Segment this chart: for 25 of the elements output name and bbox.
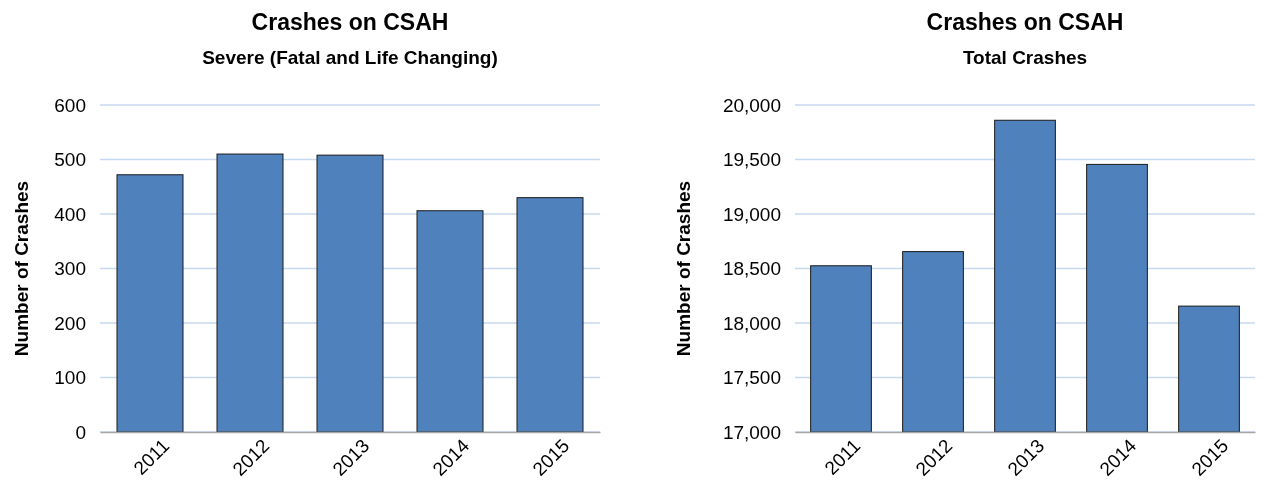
chart-title: Crashes on CSAH: [926, 9, 1124, 35]
y-tick-label: 20,000: [722, 94, 781, 116]
y-tick-label: 100: [54, 367, 86, 389]
y-axis-title: Number of Crashes: [11, 180, 32, 357]
chart-subtitle: Severe (Fatal and Life Changing): [202, 47, 498, 68]
bar: [216, 153, 284, 433]
bar: [416, 210, 484, 433]
y-tick-label: 18,000: [722, 312, 781, 334]
y-tick-label: 17,000: [722, 421, 781, 443]
y-tick-label: 19,500: [722, 149, 781, 171]
y-tick-label: 19,000: [722, 203, 781, 225]
chart-title: Crashes on CSAH: [251, 9, 449, 35]
y-tick-label: 400: [54, 203, 86, 225]
y-tick-label: 18,500: [722, 258, 781, 280]
y-tick-label: 600: [54, 94, 86, 116]
bar: [516, 197, 584, 433]
y-tick-label: 500: [54, 149, 86, 171]
y-tick-label: 0: [75, 421, 86, 443]
y-tick-label: 200: [54, 312, 86, 334]
y-tick-label: 300: [54, 258, 86, 280]
y-axis-title: Number of Crashes: [673, 180, 694, 357]
bar: [116, 174, 184, 433]
y-tick-label: 17,500: [722, 367, 781, 389]
bar: [316, 154, 384, 433]
chart-subtitle: Total Crashes: [962, 47, 1088, 68]
